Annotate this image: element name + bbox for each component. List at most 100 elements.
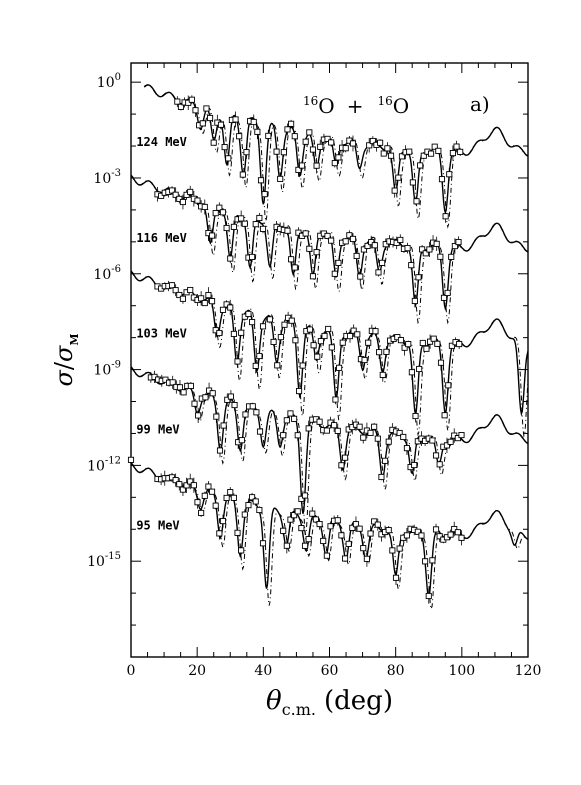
data-point [441, 412, 448, 419]
data-point [412, 412, 419, 420]
data-point [194, 197, 201, 204]
data-point [366, 142, 373, 149]
data-point [432, 526, 440, 533]
data-point [341, 555, 349, 562]
data-point [219, 306, 227, 313]
data-point [367, 429, 374, 436]
y-tick-label: 10-15 [87, 551, 121, 570]
data-point [434, 340, 441, 347]
data-point [313, 162, 320, 169]
series-dash-dot-curve [130, 271, 529, 438]
data-point [219, 518, 227, 525]
data-point [317, 143, 324, 150]
data-point [395, 174, 402, 181]
data-point [331, 422, 338, 429]
data-point [327, 523, 334, 530]
data-point [127, 456, 135, 463]
data-point [249, 253, 256, 261]
data-point [430, 335, 437, 342]
data-point [298, 525, 305, 532]
data-point [252, 362, 259, 369]
y-axis-title: σ/σM [50, 333, 81, 386]
data-point [396, 429, 403, 437]
data-point [238, 329, 245, 336]
data-point [187, 188, 194, 195]
data-point [245, 502, 252, 509]
data-point [350, 327, 357, 334]
data-point [383, 348, 390, 355]
data-point [288, 256, 295, 263]
data-point [302, 138, 309, 145]
data-point [416, 365, 423, 373]
data-point [230, 330, 237, 337]
data-point [169, 379, 176, 386]
data-point [321, 332, 328, 340]
data-point [328, 237, 335, 244]
data-point [314, 353, 321, 360]
data-point [436, 533, 443, 540]
data-point [382, 457, 389, 464]
data-point [299, 362, 306, 369]
data-point [288, 120, 295, 127]
data-point [230, 223, 237, 230]
data-point [174, 98, 181, 105]
data-point [210, 139, 217, 146]
data-point [295, 229, 302, 236]
data-point [389, 547, 396, 554]
data-point [403, 445, 410, 452]
data-point [296, 387, 303, 395]
data-point [397, 236, 404, 243]
data-point [194, 499, 201, 506]
data-point [261, 191, 268, 198]
data-point [365, 339, 372, 346]
data-point [449, 149, 456, 157]
data-point [317, 338, 324, 345]
data-point [352, 521, 360, 528]
data-point [324, 135, 331, 142]
data-point [436, 461, 443, 468]
data-point [179, 198, 186, 206]
data-point [256, 214, 263, 222]
data-point [227, 489, 234, 496]
data-point [302, 230, 309, 237]
data-point [223, 494, 230, 501]
data-point [238, 215, 245, 222]
data-point [195, 412, 202, 419]
data-point [183, 482, 190, 489]
data-point [429, 557, 436, 564]
data-point [291, 264, 298, 271]
data-point [387, 152, 395, 159]
data-point [220, 422, 227, 429]
data-point [361, 356, 368, 364]
data-point [249, 494, 256, 501]
data-point [448, 342, 455, 349]
data-point [295, 166, 302, 173]
data-point [250, 118, 257, 126]
data-point [331, 270, 338, 277]
data-point [209, 298, 216, 305]
data-point [227, 304, 234, 311]
data-point [323, 427, 330, 434]
data-point [205, 483, 212, 490]
data-point [239, 171, 246, 178]
data-point [456, 340, 463, 348]
data-point [306, 245, 313, 252]
data-point [454, 435, 461, 442]
data-point [216, 329, 223, 337]
data-point [213, 413, 220, 420]
data-point [288, 317, 295, 324]
series-points [147, 370, 465, 504]
data-point [411, 297, 418, 305]
data-point [341, 454, 349, 461]
data-point [191, 400, 198, 407]
data-point [212, 502, 219, 509]
data-point [331, 160, 338, 167]
data-point [277, 334, 284, 341]
data-point [298, 495, 305, 502]
data-point [374, 521, 381, 528]
data-point [298, 162, 306, 169]
data-point [349, 235, 357, 243]
data-point [238, 437, 245, 444]
data-point [335, 259, 342, 266]
data-point [349, 140, 357, 147]
